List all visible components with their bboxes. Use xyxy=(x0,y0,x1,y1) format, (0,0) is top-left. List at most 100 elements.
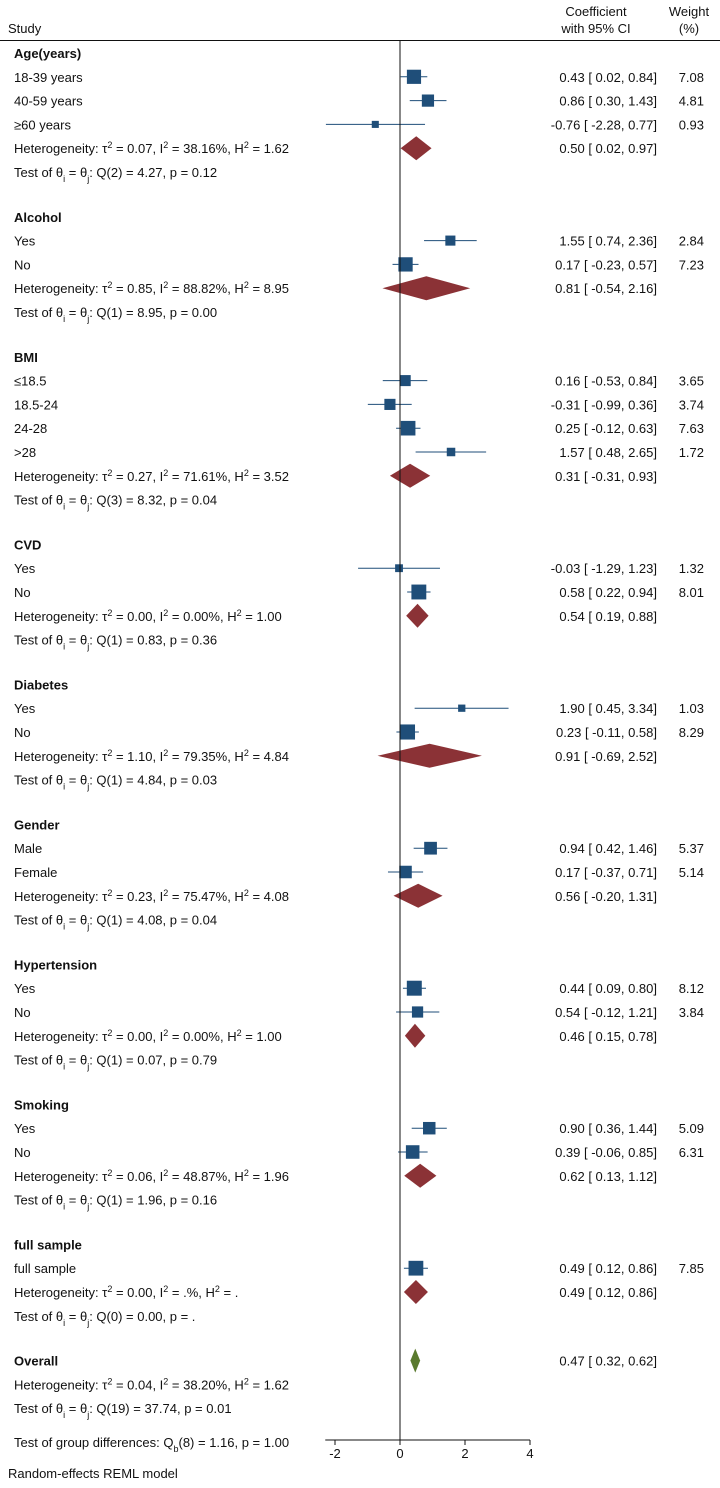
group-0-study-1-marker xyxy=(421,94,435,107)
group-5-study-1-weight: 5.14 xyxy=(679,865,704,880)
group-5-study-0-ci-text: 0.94 [ 0.42, 1.46] xyxy=(559,841,657,856)
group-0-study-2-ci-text: -0.76 [ -2.28, 0.77] xyxy=(551,117,657,132)
overall-test: Test of θi = θj: Q(19) = 37.74, p = 0.01 xyxy=(14,1401,232,1420)
group-2-study-0-marker xyxy=(399,375,411,387)
header-weight-unit: (%) xyxy=(679,21,699,36)
group-4-study-0-label: Yes xyxy=(14,701,36,716)
group-6-study-1-label: No xyxy=(14,1005,31,1020)
group-7-study-0-weight: 5.09 xyxy=(679,1121,704,1136)
group-2-study-2-weight: 7.63 xyxy=(679,421,704,436)
group-2-study-0-ci-text: 0.16 [ -0.53, 0.84] xyxy=(555,374,657,389)
group-1-study-0-label: Yes xyxy=(14,234,36,249)
group-3-study-1-ci-text: 0.58 [ 0.22, 0.94] xyxy=(559,585,657,600)
group-8-title: full sample xyxy=(14,1237,82,1252)
group-8-study-0-label: full sample xyxy=(14,1261,76,1276)
group-8-pooled-diamond xyxy=(403,1280,428,1304)
group-6-title: Hypertension xyxy=(14,957,97,972)
group-3-study-0-marker xyxy=(395,564,403,573)
group-2-study-2-marker xyxy=(400,420,416,436)
group-3-pooled-diamond xyxy=(406,603,429,628)
group-7-pooled-diamond xyxy=(404,1163,437,1188)
group-differences-test: Test of group differences: Qb(8) = 1.16,… xyxy=(14,1435,289,1454)
group-3-study-1-label: No xyxy=(14,585,31,600)
group-6-heterogeneity: Heterogeneity: τ2 = 0.00, I2 = 0.00%, H2… xyxy=(14,1028,282,1044)
group-1-test: Test of θi = θj: Q(1) = 8.95, p = 0.00 xyxy=(14,305,217,324)
group-2-study-1-marker xyxy=(384,398,396,410)
group-1-pooled-diamond xyxy=(382,276,471,301)
group-6-study-0-marker xyxy=(406,980,422,996)
group-5-pooled-diamond xyxy=(393,883,443,908)
group-1-title: Alcohol xyxy=(14,210,62,225)
overall-diamond xyxy=(410,1348,421,1373)
group-1-study-1-marker xyxy=(398,257,413,272)
group-0-study-2-marker xyxy=(371,120,379,128)
x-tick-label-0: -2 xyxy=(329,1446,341,1461)
x-axis: -2 0 2 4 xyxy=(325,41,534,1461)
group-8-test: Test of θi = θj: Q(0) = 0.00, p = . xyxy=(14,1309,195,1328)
group-0-study-0-label: 18-39 years xyxy=(14,70,83,85)
group-3-study-1-marker xyxy=(411,584,427,600)
group-8-pooled-ci-text: 0.49 [ 0.12, 0.86] xyxy=(559,1285,657,1300)
group-3-test: Test of θi = θj: Q(1) = 0.83, p = 0.36 xyxy=(14,633,217,652)
group-1-heterogeneity: Heterogeneity: τ2 = 0.85, I2 = 88.82%, H… xyxy=(14,280,289,296)
group-0-heterogeneity: Heterogeneity: τ2 = 0.07, I2 = 38.16%, H… xyxy=(14,140,289,156)
group-6-study-1-marker xyxy=(411,1006,424,1018)
group-3-study-1-weight: 8.01 xyxy=(679,585,704,600)
group-5-heterogeneity: Heterogeneity: τ2 = 0.23, I2 = 75.47%, H… xyxy=(14,888,289,904)
group-5-study-1-ci-text: 0.17 [ -0.37, 0.71] xyxy=(555,865,657,880)
group-8-study-0-ci-text: 0.49 [ 0.12, 0.86] xyxy=(559,1261,657,1276)
group-6-study-1-weight: 3.84 xyxy=(679,1005,704,1020)
group-1-pooled-ci-text: 0.81 [ -0.54, 2.16] xyxy=(555,281,657,296)
group-7-study-0-ci-text: 0.90 [ 0.36, 1.44] xyxy=(559,1121,657,1136)
group-3-study-0-label: Yes xyxy=(14,561,36,576)
group-1-study-0-weight: 2.84 xyxy=(679,234,704,249)
x-tick-label-1: 0 xyxy=(396,1446,403,1461)
group-7-study-1-marker xyxy=(405,1145,420,1159)
group-3-title: CVD xyxy=(14,537,41,552)
group-6-test: Test of θi = θj: Q(1) = 0.07, p = 0.79 xyxy=(14,1053,217,1072)
group-0-study-1-ci-text: 0.86 [ 0.30, 1.43] xyxy=(559,94,657,109)
group-7-title: Smoking xyxy=(14,1097,69,1112)
group-6-study-0-ci-text: 0.44 [ 0.09, 0.80] xyxy=(559,981,657,996)
group-1-study-0-ci-text: 1.55 [ 0.74, 2.36] xyxy=(559,234,657,249)
group-7-pooled-ci-text: 0.62 [ 0.13, 1.12] xyxy=(559,1169,657,1184)
header-coefficient: Coefficient xyxy=(565,4,627,19)
group-3-heterogeneity: Heterogeneity: τ2 = 0.00, I2 = 0.00%, H2… xyxy=(14,608,282,624)
group-2-study-2-label: 24-28 xyxy=(14,421,47,436)
group-2-study-3-label: >28 xyxy=(14,445,36,460)
group-4-title: Diabetes xyxy=(14,677,68,692)
group-0-study-0-marker xyxy=(406,69,422,84)
group-0-title: Age(years) xyxy=(14,46,81,61)
group-4-study-0-ci-text: 1.90 [ 0.45, 3.34] xyxy=(559,701,657,716)
group-8-study-0-marker xyxy=(408,1260,424,1276)
group-2-study-1-ci-text: -0.31 [ -0.99, 0.36] xyxy=(551,397,657,412)
group-4-heterogeneity: Heterogeneity: τ2 = 1.10, I2 = 79.35%, H… xyxy=(14,748,289,764)
group-6-study-0-label: Yes xyxy=(14,981,36,996)
group-7-heterogeneity: Heterogeneity: τ2 = 0.06, I2 = 48.87%, H… xyxy=(14,1168,289,1184)
group-5-study-0-label: Male xyxy=(14,841,42,856)
group-4-pooled-diamond xyxy=(377,743,482,768)
group-1-study-0-marker xyxy=(445,235,456,246)
group-2-study-0-label: ≤18.5 xyxy=(14,374,46,389)
group-0-study-2-label: ≥60 years xyxy=(14,117,71,132)
group-0-pooled-ci-text: 0.50 [ 0.02, 0.97] xyxy=(559,141,657,156)
group-2-study-3-marker xyxy=(446,447,456,457)
group-2-pooled-ci-text: 0.31 [ -0.31, 0.93] xyxy=(555,469,657,484)
group-5-test: Test of θi = θj: Q(1) = 4.08, p = 0.04 xyxy=(14,913,217,932)
group-6-pooled-ci-text: 0.46 [ 0.15, 0.78] xyxy=(559,1029,657,1044)
group-2-study-3-weight: 1.72 xyxy=(679,445,704,460)
group-8-heterogeneity: Heterogeneity: τ2 = 0.00, I2 = .%, H2 = … xyxy=(14,1284,238,1300)
group-3-study-0-weight: 1.32 xyxy=(679,561,704,576)
group-5-pooled-ci-text: 0.56 [ -0.20, 1.31] xyxy=(555,889,657,904)
group-0-study-1-weight: 4.81 xyxy=(679,94,704,109)
group-7-study-0-marker xyxy=(423,1121,436,1135)
group-2-study-1-label: 18.5-24 xyxy=(14,397,58,412)
group-2-study-1-weight: 3.74 xyxy=(679,397,704,412)
group-0-study-0-weight: 7.08 xyxy=(679,70,704,85)
model-note: Random-effects REML model xyxy=(8,1466,178,1481)
group-7-study-1-ci-text: 0.39 [ -0.06, 0.85] xyxy=(555,1145,657,1160)
group-6-study-1-ci-text: 0.54 [ -0.12, 1.21] xyxy=(555,1005,657,1020)
group-1-study-1-label: No xyxy=(14,257,31,272)
x-tick-label-2: 2 xyxy=(461,1446,468,1461)
group-5-title: Gender xyxy=(14,817,60,832)
